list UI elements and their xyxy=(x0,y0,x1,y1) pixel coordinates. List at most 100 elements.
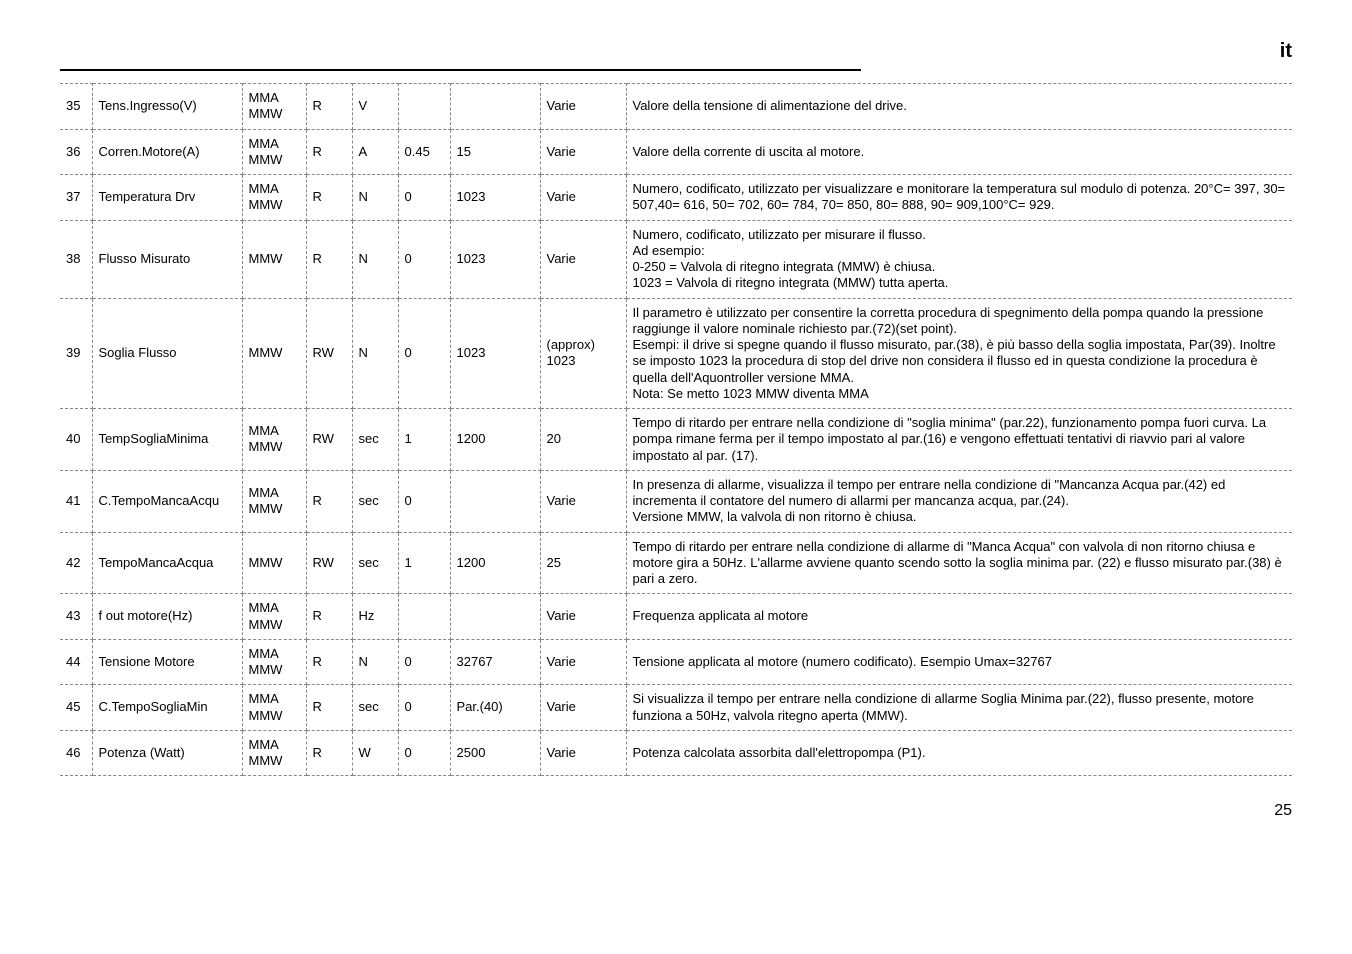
table-row: 37Temperatura DrvMMAMMWRN01023VarieNumer… xyxy=(60,175,1292,221)
cell-unit: sec xyxy=(352,685,398,731)
cell-max: 1023 xyxy=(450,220,540,298)
cell-mod: MMAMMW xyxy=(242,175,306,221)
cell-rw: R xyxy=(306,594,352,640)
cell-n: 42 xyxy=(60,532,92,594)
cell-n: 35 xyxy=(60,84,92,130)
cell-mod: MMW xyxy=(242,298,306,409)
cell-min: 0 xyxy=(398,470,450,532)
cell-rw: RW xyxy=(306,532,352,594)
cell-mod: MMAMMW xyxy=(242,639,306,685)
table-row: 35Tens.Ingresso(V)MMAMMWRVVarieValore de… xyxy=(60,84,1292,130)
cell-cond: Varie xyxy=(540,730,626,776)
cell-n: 40 xyxy=(60,409,92,471)
cell-n: 39 xyxy=(60,298,92,409)
cell-cond: 20 xyxy=(540,409,626,471)
cell-name: TempSogliaMinima xyxy=(92,409,242,471)
cell-cond: Varie xyxy=(540,594,626,640)
cell-unit: N xyxy=(352,220,398,298)
cell-desc: Potenza calcolata assorbita dall'elettro… xyxy=(626,730,1292,776)
cell-max: 32767 xyxy=(450,639,540,685)
cell-cond: Varie xyxy=(540,175,626,221)
cell-max xyxy=(450,84,540,130)
cell-rw: R xyxy=(306,129,352,175)
lang-tag: it xyxy=(60,40,1292,69)
cell-name: Tens.Ingresso(V) xyxy=(92,84,242,130)
table-row: 44Tensione MotoreMMAMMWRN032767VarieTens… xyxy=(60,639,1292,685)
cell-cond: Varie xyxy=(540,129,626,175)
cell-cond: 25 xyxy=(540,532,626,594)
table-row: 38Flusso MisuratoMMWRN01023VarieNumero, … xyxy=(60,220,1292,298)
cell-mod: MMW xyxy=(242,220,306,298)
cell-name: C.TempoMancaAcqu xyxy=(92,470,242,532)
cell-rw: R xyxy=(306,175,352,221)
cell-min: 0 xyxy=(398,175,450,221)
cell-mod: MMAMMW xyxy=(242,470,306,532)
page: it 35Tens.Ingresso(V)MMAMMWRVVarieValore… xyxy=(0,0,1352,850)
cell-max: 1023 xyxy=(450,298,540,409)
parameter-table: 35Tens.Ingresso(V)MMAMMWRVVarieValore de… xyxy=(60,83,1292,776)
cell-name: Potenza (Watt) xyxy=(92,730,242,776)
table-row: 45C.TempoSogliaMinMMAMMWRsec0Par.(40)Var… xyxy=(60,685,1292,731)
cell-mod: MMAMMW xyxy=(242,84,306,130)
cell-n: 38 xyxy=(60,220,92,298)
cell-desc: Il parametro è utilizzato per consentire… xyxy=(626,298,1292,409)
cell-cond: Varie xyxy=(540,639,626,685)
cell-cond: (approx)1023 xyxy=(540,298,626,409)
table-row: 36Corren.Motore(A)MMAMMWRA0.4515VarieVal… xyxy=(60,129,1292,175)
table-row: 46Potenza (Watt)MMAMMWRW02500VariePotenz… xyxy=(60,730,1292,776)
table-row: 41C.TempoMancaAcquMMAMMWRsec0VarieIn pre… xyxy=(60,470,1292,532)
cell-cond: Varie xyxy=(540,220,626,298)
cell-name: Tensione Motore xyxy=(92,639,242,685)
table-row: 39Soglia FlussoMMWRWN01023(approx)1023Il… xyxy=(60,298,1292,409)
cell-unit: N xyxy=(352,639,398,685)
cell-unit: N xyxy=(352,298,398,409)
cell-n: 45 xyxy=(60,685,92,731)
cell-n: 41 xyxy=(60,470,92,532)
cell-min: 0 xyxy=(398,685,450,731)
cell-cond: Varie xyxy=(540,84,626,130)
table-row: 43f out motore(Hz)MMAMMWRHzVarieFrequenz… xyxy=(60,594,1292,640)
cell-name: Flusso Misurato xyxy=(92,220,242,298)
cell-n: 36 xyxy=(60,129,92,175)
cell-n: 44 xyxy=(60,639,92,685)
cell-rw: R xyxy=(306,730,352,776)
cell-unit: A xyxy=(352,129,398,175)
cell-min xyxy=(398,84,450,130)
cell-min: 1 xyxy=(398,532,450,594)
cell-max xyxy=(450,470,540,532)
cell-rw: R xyxy=(306,470,352,532)
cell-max: 15 xyxy=(450,129,540,175)
cell-desc: Numero, codificato, utilizzato per misur… xyxy=(626,220,1292,298)
cell-unit: sec xyxy=(352,532,398,594)
cell-mod: MMW xyxy=(242,532,306,594)
cell-desc: Tensione applicata al motore (numero cod… xyxy=(626,639,1292,685)
cell-max: 2500 xyxy=(450,730,540,776)
cell-max: 1200 xyxy=(450,409,540,471)
cell-name: TempoMancaAcqua xyxy=(92,532,242,594)
cell-name: f out motore(Hz) xyxy=(92,594,242,640)
cell-min: 1 xyxy=(398,409,450,471)
cell-rw: R xyxy=(306,84,352,130)
cell-min: 0 xyxy=(398,730,450,776)
header-rule xyxy=(60,69,861,71)
cell-min: 0 xyxy=(398,298,450,409)
cell-rw: RW xyxy=(306,298,352,409)
cell-desc: Numero, codificato, utilizzato per visua… xyxy=(626,175,1292,221)
cell-max xyxy=(450,594,540,640)
cell-mod: MMAMMW xyxy=(242,685,306,731)
cell-rw: RW xyxy=(306,409,352,471)
cell-cond: Varie xyxy=(540,685,626,731)
cell-name: C.TempoSogliaMin xyxy=(92,685,242,731)
cell-desc: In presenza di allarme, visualizza il te… xyxy=(626,470,1292,532)
cell-rw: R xyxy=(306,220,352,298)
cell-min: 0 xyxy=(398,220,450,298)
cell-cond: Varie xyxy=(540,470,626,532)
cell-n: 37 xyxy=(60,175,92,221)
cell-unit: W xyxy=(352,730,398,776)
cell-mod: MMAMMW xyxy=(242,409,306,471)
cell-desc: Valore della tensione di alimentazione d… xyxy=(626,84,1292,130)
cell-desc: Si visualizza il tempo per entrare nella… xyxy=(626,685,1292,731)
cell-mod: MMAMMW xyxy=(242,129,306,175)
cell-min xyxy=(398,594,450,640)
cell-max: 1023 xyxy=(450,175,540,221)
